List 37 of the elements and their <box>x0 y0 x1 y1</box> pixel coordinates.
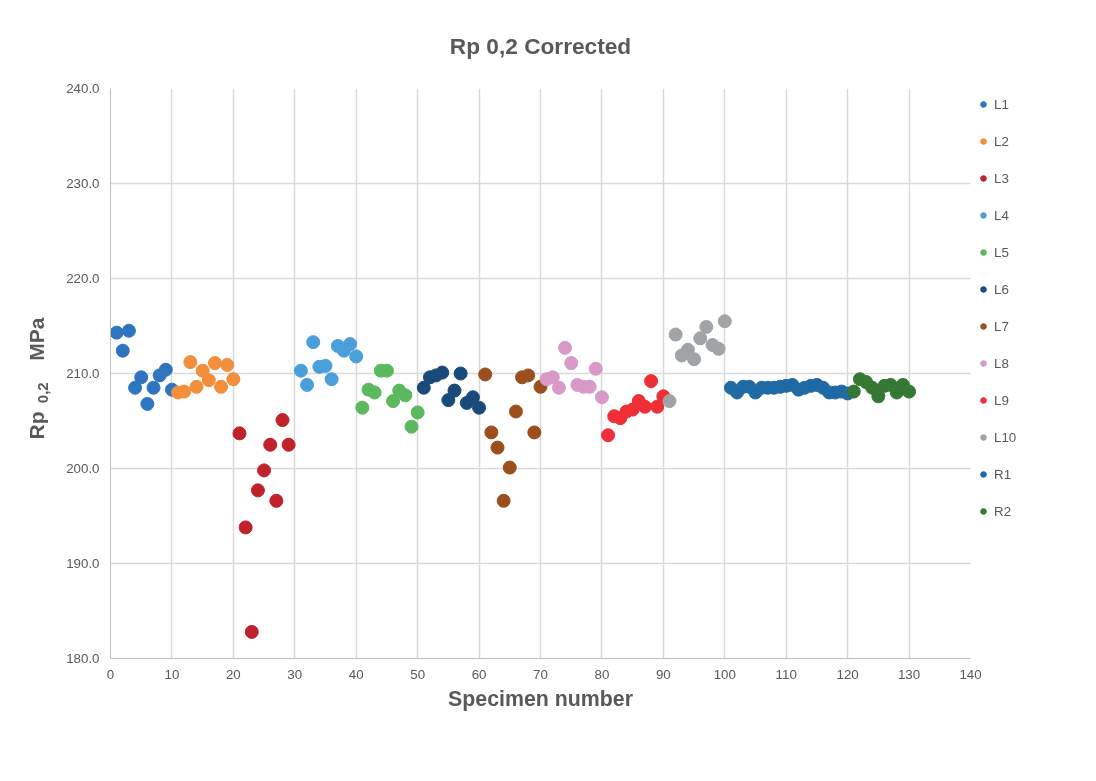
x-tick-label: 0 <box>106 666 115 682</box>
y-tick-label: 220.0 <box>66 271 100 286</box>
legend-label: L9 <box>994 392 1010 408</box>
x-tick-label: 110 <box>775 666 797 682</box>
x-tick-label: 90 <box>655 666 671 682</box>
x-tick-label: 130 <box>897 666 921 682</box>
legend-label: L8 <box>994 355 1010 371</box>
x-tick-label: 10 <box>164 666 180 682</box>
x-tick-label: 120 <box>836 666 859 682</box>
y-tick-label: 180.0 <box>66 651 100 666</box>
chart-title: Rp 0,2 Corrected <box>449 32 632 59</box>
legend-label: R2 <box>994 503 1013 519</box>
x-tick-label: 50 <box>410 666 426 682</box>
x-tick-label: 40 <box>348 666 364 682</box>
legend-label: L4 <box>994 207 1010 223</box>
legend-label: L3 <box>994 170 1010 186</box>
x-tick-label: 100 <box>713 666 736 682</box>
legend-label: L7 <box>994 318 1010 334</box>
x-tick-label: 80 <box>594 666 610 682</box>
y-tick-label: 230.0 <box>66 176 100 191</box>
x-tick-label: 60 <box>471 666 487 682</box>
legend-label: L10 <box>994 429 1017 445</box>
y-tick-label: 210.0 <box>66 366 100 381</box>
legend-label: L1 <box>994 96 1010 112</box>
legend-label: R1 <box>994 466 1013 482</box>
x-tick-label: 20 <box>225 666 241 682</box>
legend-label: L5 <box>994 244 1010 260</box>
x-axis-title: Specimen number <box>448 686 633 711</box>
legend-label: L2 <box>994 133 1010 149</box>
x-tick-label: 140 <box>959 666 982 682</box>
y-tick-label: 240.0 <box>66 81 100 96</box>
y-tick-label: 200.0 <box>66 461 100 476</box>
y-tick-label: 190.0 <box>66 556 100 571</box>
text: Rp 0,2 MPa <box>25 317 51 440</box>
x-tick-label: 30 <box>287 666 303 682</box>
legend-label: L6 <box>994 281 1010 297</box>
x-tick-label: 70 <box>533 666 548 682</box>
